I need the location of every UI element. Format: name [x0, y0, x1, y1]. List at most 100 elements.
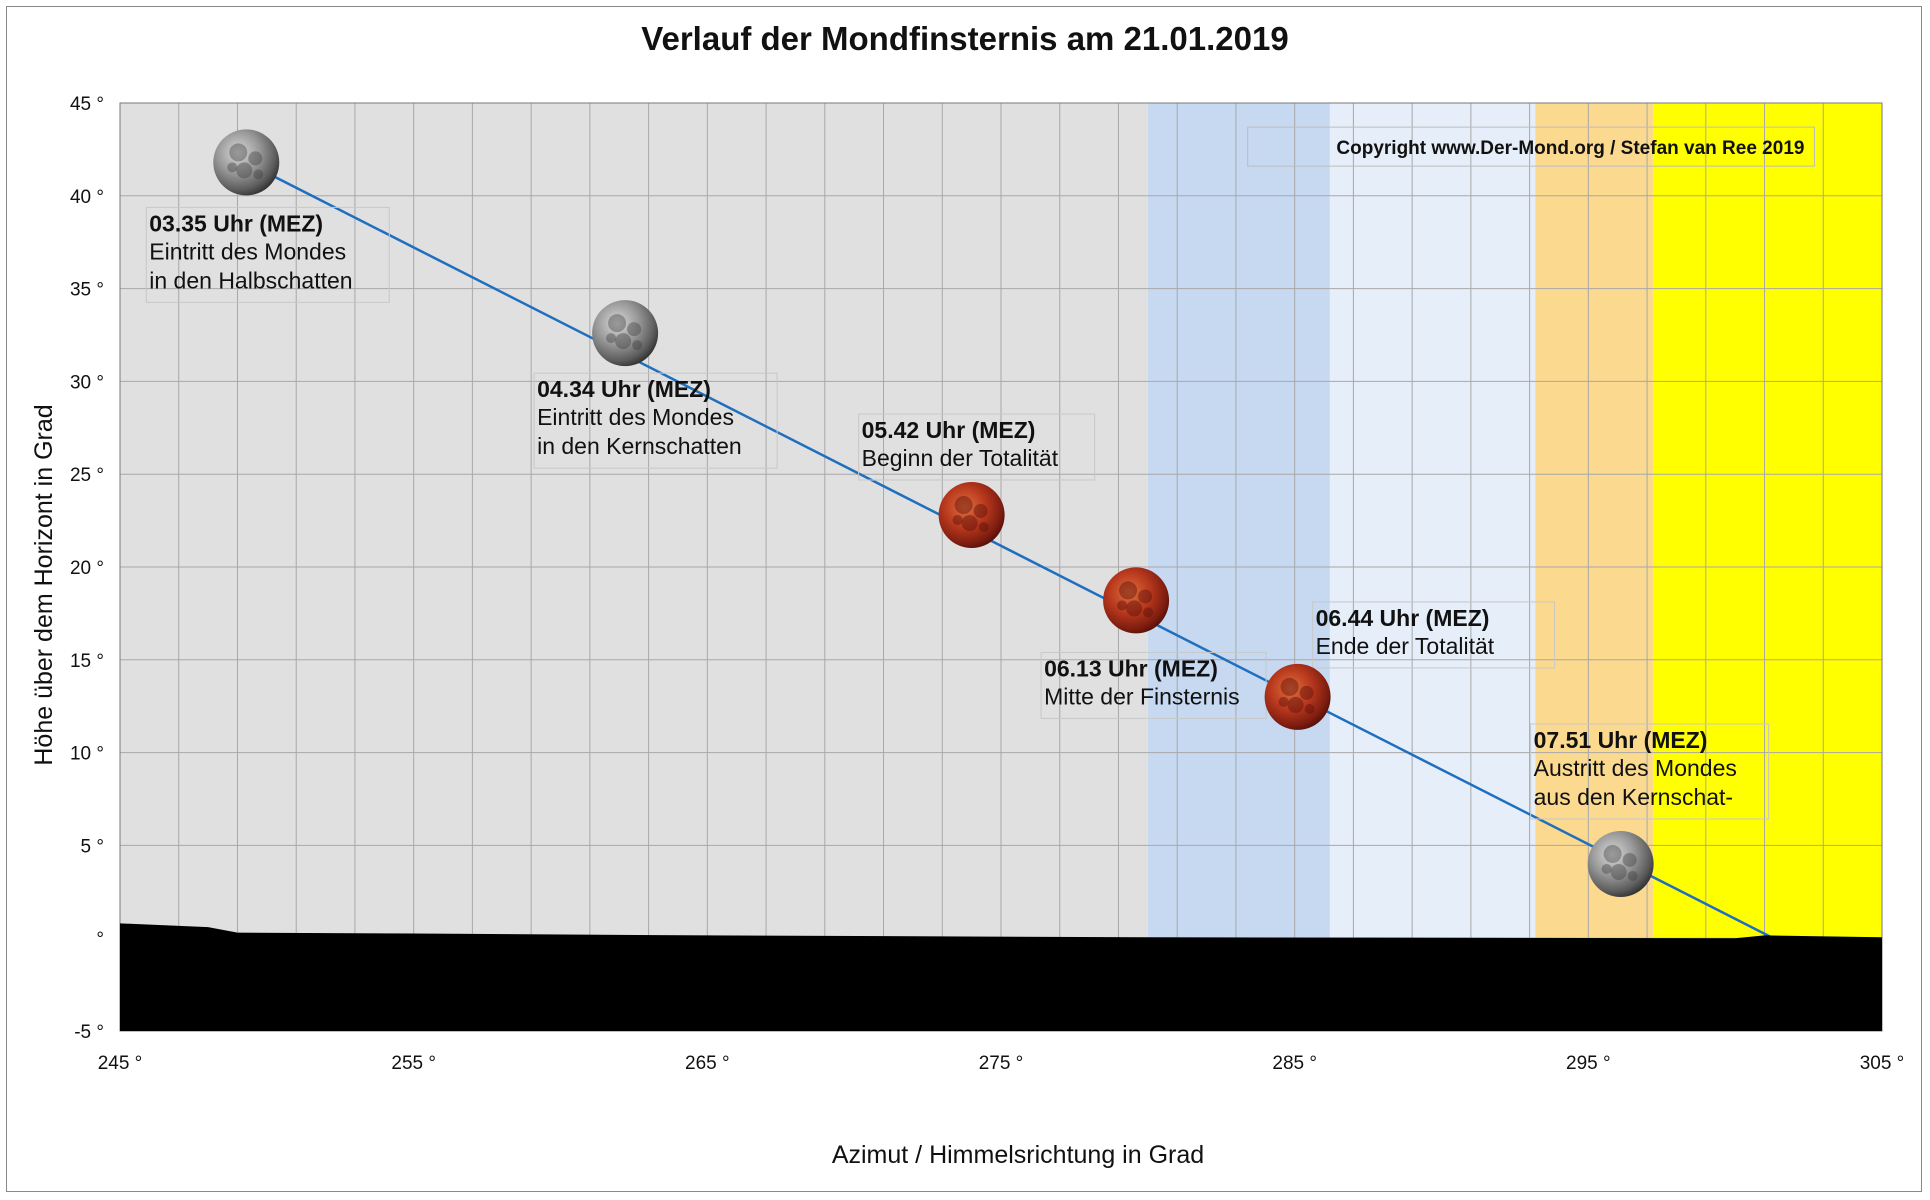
event-label: 05.42 Uhr (MEZ)Beginn der Totalität	[858, 413, 1096, 481]
x-tick-label: 255 °	[391, 1053, 436, 1074]
y-axis: 45 ° 40 ° 35 ° 30 ° 25 ° 20 ° 15 ° 10 ° 5 ° ° -5 °	[70, 94, 104, 1043]
moon-mare	[1126, 600, 1143, 617]
x-axis-title: Azimut / Himmelsrichtung in Grad	[832, 1141, 1204, 1169]
y-tick-label: 35 °	[70, 280, 104, 301]
event-description: Mitte der Finsternis	[1044, 683, 1240, 709]
moon-mare	[627, 322, 642, 337]
event-label: 03.35 Uhr (MEZ)Eintritt des Mondes in den…	[145, 206, 390, 303]
moon-mare	[1627, 870, 1638, 881]
event-description: Ende der Totalität	[1316, 633, 1495, 659]
horizon-silhouette	[120, 923, 1882, 1031]
eclipsed-moon-icon	[1264, 663, 1331, 730]
moon-mare	[954, 496, 973, 515]
moon-mare	[973, 504, 988, 519]
x-tick-label: 295 °	[1566, 1053, 1611, 1074]
full-moon-icon	[213, 129, 280, 196]
event-label: 06.13 Uhr (MEZ)Mitte der Finsternis	[1040, 651, 1267, 719]
moon-disc	[213, 129, 280, 196]
moon-mare	[227, 162, 238, 173]
chart-title: Verlauf der Mondfinsternis am 21.01.2019	[641, 20, 1288, 57]
event-label-box	[1530, 723, 1770, 820]
copyright-text: Copyright www.Der-Mond.org / Stefan van …	[1336, 138, 1804, 159]
y-tick-label: 25 °	[70, 465, 104, 486]
moon-mare	[1622, 852, 1637, 867]
event-description: in den Halbschatten	[149, 267, 352, 293]
moon-mare	[1278, 696, 1289, 707]
moon-mare	[1143, 607, 1154, 618]
event-label-box	[145, 206, 390, 303]
y-tick-label: 5 °	[81, 836, 104, 857]
moon-mare	[1603, 844, 1622, 863]
y-tick-label: 15 °	[70, 651, 104, 672]
event-label-box	[1040, 651, 1267, 719]
moon-mare	[632, 340, 643, 351]
moon-disc	[1264, 663, 1331, 730]
moon-disc	[1587, 830, 1654, 897]
x-tick-label: 305 °	[1860, 1053, 1905, 1074]
moon-mare	[1117, 600, 1128, 611]
moon-disc	[1103, 567, 1170, 634]
x-tick-label: 275 °	[979, 1053, 1024, 1074]
moon-mare	[1119, 581, 1138, 600]
event-description: Austritt des Mondes	[1534, 755, 1737, 781]
chart-frame	[6, 6, 1922, 1192]
moon-mare	[606, 333, 617, 344]
moon-mare	[1299, 685, 1314, 700]
y-tick-label: -5 °	[74, 1022, 104, 1043]
eclipsed-moon-icon	[938, 482, 1005, 549]
moon-mare	[961, 515, 978, 532]
event-time: 07.51 Uhr (MEZ)	[1534, 727, 1708, 753]
x-tick-label: 245 °	[98, 1053, 143, 1074]
event-description: aus den Kernschat-	[1534, 784, 1733, 810]
moon-mare	[253, 169, 264, 180]
moon-mare	[229, 143, 248, 162]
event-label-box	[1312, 601, 1556, 669]
moon-mare	[952, 515, 963, 526]
eclipsed-moon-icon	[1103, 567, 1170, 634]
x-tick-label: 265 °	[685, 1053, 730, 1074]
horizon	[120, 923, 1882, 1031]
moon-path	[245, 161, 1774, 940]
moon-mare	[1138, 589, 1153, 604]
event-label-box	[858, 413, 1096, 481]
event-description: in den Kernschatten	[537, 433, 742, 459]
moon-mare	[1287, 696, 1304, 713]
copyright-box: Copyright www.Der-Mond.org / Stefan van …	[1247, 126, 1815, 167]
y-tick-label: 30 °	[70, 372, 104, 393]
moon-mare	[608, 314, 627, 333]
y-tick-label: 45 °	[70, 94, 104, 115]
event-time: 06.13 Uhr (MEZ)	[1044, 655, 1218, 681]
grid	[119, 102, 1883, 1032]
moon-mare	[1280, 677, 1299, 696]
event-description: Eintritt des Mondes	[537, 404, 734, 430]
event-time: 03.35 Uhr (MEZ)	[149, 210, 323, 236]
moon-mare	[1601, 863, 1612, 874]
y-tick-label: 40 °	[70, 187, 104, 208]
event-time: 04.34 Uhr (MEZ)	[537, 376, 711, 402]
moon-path-line	[245, 161, 1774, 940]
event-label: 06.44 Uhr (MEZ)Ende der Totalität	[1312, 601, 1556, 669]
full-moon-icon	[1587, 830, 1654, 897]
y-axis-title: Höhe über dem Horizont in Grad	[30, 404, 58, 765]
x-axis: 245 ° 255 ° 265 ° 275 ° 285 ° 295 ° 305 °	[98, 1053, 1905, 1074]
moon-mare	[978, 522, 989, 533]
event-time: 05.42 Uhr (MEZ)	[862, 417, 1036, 443]
event-label: 07.51 Uhr (MEZ)Austritt des Mondes aus de…	[1530, 723, 1770, 820]
x-tick-label: 285 °	[1272, 1053, 1317, 1074]
full-moon-icon	[592, 300, 659, 367]
moon-disc	[592, 300, 659, 367]
event-description: Eintritt des Mondes	[149, 238, 346, 264]
moon-mare	[1610, 863, 1627, 880]
moon-mare	[236, 162, 253, 179]
moon-markers	[213, 129, 1654, 897]
y-tick-label: °	[96, 929, 104, 950]
y-tick-label: 10 °	[70, 744, 104, 765]
event-time: 06.44 Uhr (MEZ)	[1316, 605, 1490, 631]
event-label: 04.34 Uhr (MEZ)Eintritt des Mondes in den…	[533, 372, 778, 469]
moon-disc	[938, 482, 1005, 549]
y-tick-label: 20 °	[70, 558, 104, 579]
event-label-box	[533, 372, 778, 469]
moon-mare	[1304, 703, 1315, 714]
